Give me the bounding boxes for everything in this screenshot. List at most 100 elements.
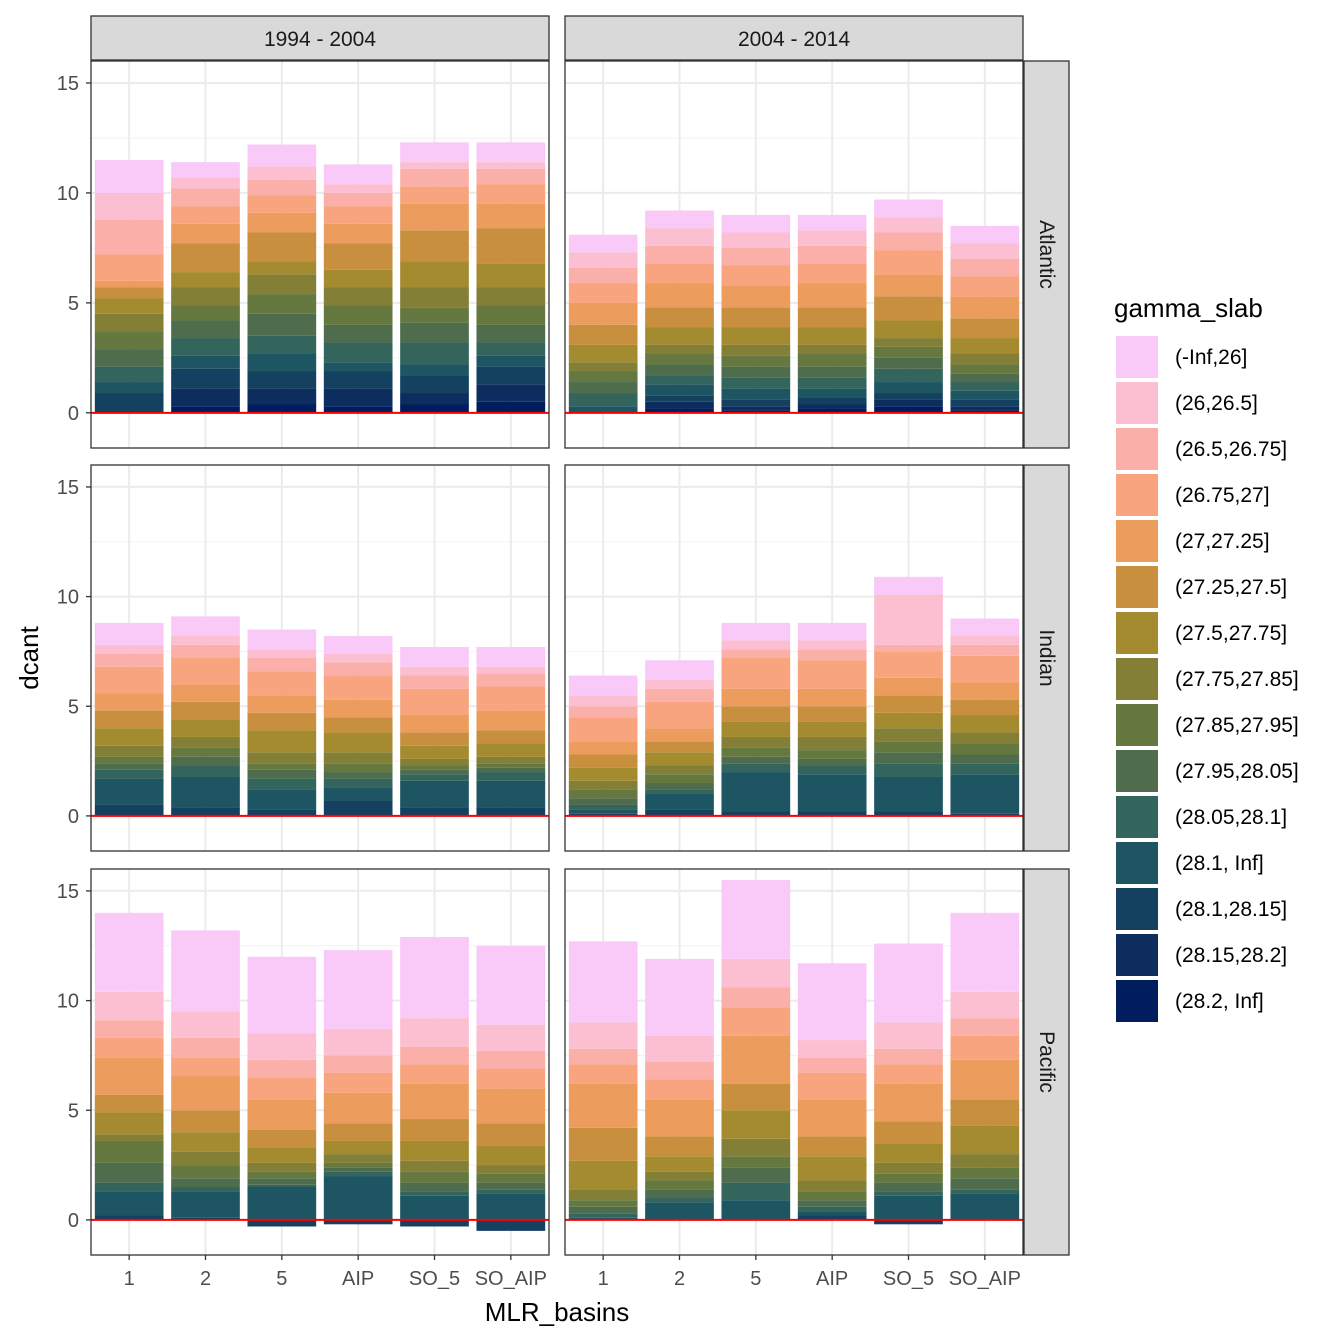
bar-segment bbox=[797, 1136, 867, 1157]
bar-segment bbox=[247, 261, 317, 275]
bar-segment bbox=[645, 1197, 714, 1203]
bar-segment bbox=[874, 712, 943, 729]
bar-segment bbox=[874, 232, 943, 251]
bar-segment bbox=[874, 763, 943, 777]
bar-segment bbox=[874, 338, 943, 347]
bar-segment bbox=[874, 250, 943, 275]
bar-segment bbox=[721, 706, 791, 722]
bar-segment bbox=[94, 710, 164, 729]
bar-segment bbox=[721, 747, 791, 757]
bar-segment bbox=[247, 179, 317, 196]
bar-segment bbox=[400, 1171, 469, 1183]
bar-segment bbox=[94, 1162, 164, 1183]
bar-segment bbox=[247, 1077, 317, 1100]
bar-segment bbox=[323, 1167, 393, 1172]
bar-segment bbox=[247, 313, 317, 336]
bar-segment bbox=[797, 774, 867, 812]
bar-segment bbox=[94, 254, 164, 281]
bar-segment bbox=[721, 307, 791, 328]
bar-segment bbox=[94, 756, 164, 764]
bar-segment bbox=[247, 404, 317, 413]
bar-segment bbox=[476, 767, 546, 773]
bar-segment bbox=[400, 230, 469, 262]
bar-segment bbox=[568, 267, 638, 284]
bar-segment bbox=[797, 688, 867, 707]
bar-segment bbox=[247, 1129, 317, 1148]
legend: gamma_slab (-Inf,26] (26,26.5] (26.5,26.75… bbox=[1114, 293, 1299, 1022]
bar-segment bbox=[171, 1011, 240, 1038]
bar-segment bbox=[94, 1134, 164, 1141]
bar-segment bbox=[247, 388, 317, 405]
bar-segment bbox=[171, 1165, 240, 1179]
bar-segment bbox=[950, 373, 1020, 383]
panel-border bbox=[564, 464, 1024, 852]
bar-segment bbox=[797, 1040, 867, 1058]
bar-segment bbox=[874, 695, 943, 713]
bar-segment bbox=[323, 1092, 393, 1124]
bar-segment bbox=[323, 752, 393, 764]
bar-segment bbox=[400, 1046, 469, 1065]
bar-segment bbox=[950, 1189, 1020, 1194]
bar-segment bbox=[797, 353, 867, 367]
bar-segment bbox=[797, 1072, 867, 1100]
bar-segment bbox=[171, 807, 240, 816]
bar-segment bbox=[797, 1057, 867, 1073]
bar-segment bbox=[721, 1182, 791, 1201]
legend-label: (27.95,28.05] bbox=[1175, 760, 1299, 783]
bar-segment bbox=[645, 210, 714, 229]
bar-segment bbox=[247, 730, 317, 753]
bar-segment bbox=[797, 1206, 867, 1212]
bar-segment bbox=[323, 362, 393, 372]
bar-segment bbox=[874, 1143, 943, 1163]
bar-segment bbox=[400, 1191, 469, 1196]
bar-segment bbox=[171, 188, 240, 207]
bar-segment bbox=[874, 399, 943, 407]
bar-segment bbox=[645, 1171, 714, 1181]
bar-segment bbox=[400, 322, 469, 343]
bar-segment bbox=[323, 1140, 393, 1155]
bar-segment bbox=[323, 206, 393, 224]
bar-segment bbox=[721, 649, 791, 658]
bar-segment bbox=[171, 1057, 240, 1076]
bar-segment bbox=[400, 1195, 469, 1220]
bar-segment bbox=[400, 287, 469, 308]
bar-segment bbox=[247, 649, 317, 658]
bar-segment bbox=[950, 699, 1020, 716]
bar-segment bbox=[476, 710, 546, 731]
bar-segment bbox=[721, 721, 791, 737]
bar-segment bbox=[797, 263, 867, 284]
bar-segment bbox=[94, 653, 164, 667]
panel-border bbox=[90, 868, 550, 1256]
bar-segment bbox=[568, 1022, 638, 1049]
bar-segment bbox=[721, 344, 791, 356]
bar-segment bbox=[323, 1029, 393, 1056]
bar-segment bbox=[400, 1140, 469, 1161]
legend-label: (27.75,27.85] bbox=[1175, 668, 1299, 691]
bar-segment bbox=[721, 388, 791, 400]
bar-segment bbox=[950, 763, 1020, 775]
bar-segment bbox=[797, 1099, 867, 1137]
bar-segment bbox=[721, 640, 791, 650]
bar-segment bbox=[94, 1037, 164, 1058]
bar-segment bbox=[645, 353, 714, 365]
bar-segment bbox=[721, 265, 791, 286]
bar-segment bbox=[797, 622, 867, 641]
legend-label: (28.1,28.15] bbox=[1175, 898, 1287, 921]
panel-background bbox=[565, 61, 1023, 448]
x-tick-label: SO_AIP bbox=[949, 1268, 1021, 1290]
bar-segment bbox=[568, 804, 638, 810]
legend-key bbox=[1116, 980, 1158, 1022]
bar-segment bbox=[171, 406, 240, 413]
bar-segment bbox=[94, 331, 164, 350]
bar-segment bbox=[476, 401, 546, 413]
y-tick-label: 0 bbox=[68, 806, 79, 828]
bar-segment bbox=[400, 203, 469, 231]
bar-segment bbox=[247, 789, 317, 810]
bar-segment bbox=[950, 1178, 1020, 1190]
row-strip bbox=[1023, 60, 1070, 449]
bar-segment bbox=[247, 1178, 317, 1185]
bar-segment bbox=[94, 728, 164, 746]
bar-segment bbox=[247, 1059, 317, 1078]
bar-segment bbox=[94, 366, 164, 383]
